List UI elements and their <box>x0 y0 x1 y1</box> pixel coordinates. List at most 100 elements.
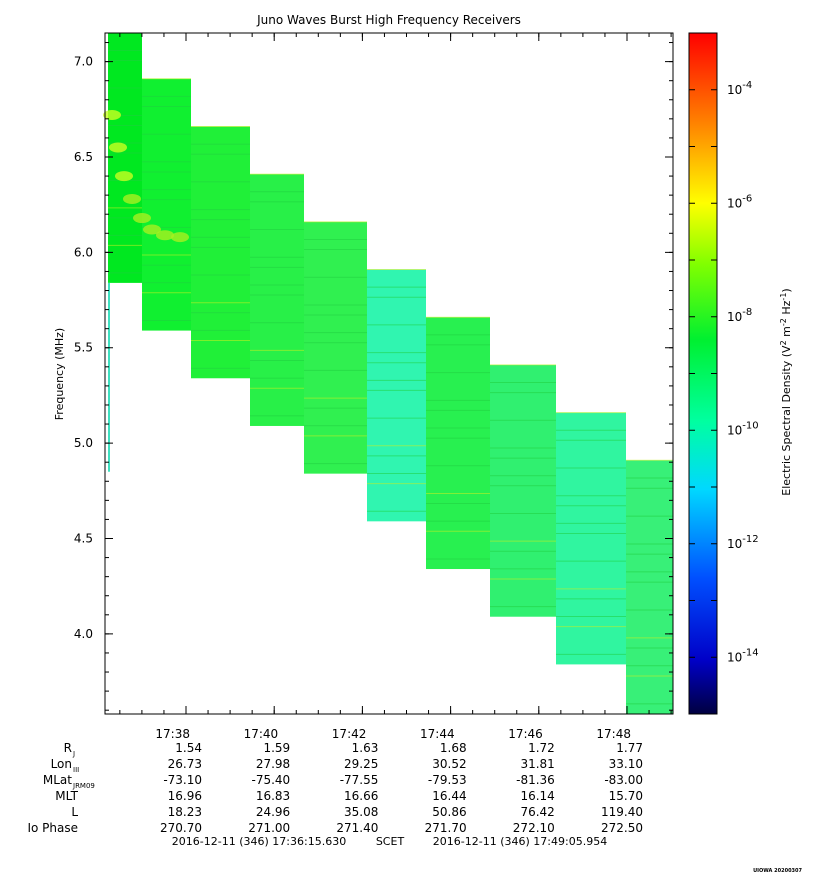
spectrogram-block <box>304 221 367 474</box>
ephemeris-value: 271.00 <box>248 821 290 835</box>
colorbar-tick-label: 10-8 <box>727 307 752 324</box>
ephemeris-value: -75.40 <box>252 773 291 787</box>
y-tick-label: 6.5 <box>74 150 93 164</box>
ephemeris-row-label: MLT <box>55 789 78 803</box>
y-tick-label: 4.0 <box>74 627 93 641</box>
ephemeris-value: 50.86 <box>432 805 466 819</box>
ephemeris-value: 271.40 <box>336 821 378 835</box>
spectrogram-blocks <box>108 32 673 714</box>
emission-spot <box>115 171 133 182</box>
ephemeris-value: 26.73 <box>168 757 202 771</box>
ephemeris-value: 33.10 <box>609 757 643 771</box>
ephemeris-row-subscript: JRM09 <box>72 782 95 790</box>
ephemeris-row-subscript: J <box>72 750 75 758</box>
ephemeris-value: 24.96 <box>256 805 290 819</box>
y-tick-label: 5.0 <box>74 436 93 450</box>
y-axis-label: Frequency (MHz) <box>53 328 66 420</box>
ephemeris-row-label: Io Phase <box>27 821 78 835</box>
ephemeris-row-label: L <box>71 805 78 819</box>
emission-spot <box>133 213 151 224</box>
ephemeris-value: 27.98 <box>256 757 290 771</box>
ephemeris-value: 1.77 <box>616 741 643 755</box>
ephemeris-value: 1.68 <box>440 741 467 755</box>
y-tick-label: 6.0 <box>74 245 93 259</box>
colorbar-tick-label: 10-14 <box>727 647 759 664</box>
y-tick-label: 4.5 <box>74 532 93 546</box>
ephemeris-value: 16.96 <box>168 789 202 803</box>
ephemeris-row-label: Lon <box>51 757 72 771</box>
ephemeris-value: -73.10 <box>163 773 202 787</box>
emission-spot <box>123 193 141 204</box>
start-time: 2016-12-11 (346) 17:36:15.630 <box>172 835 346 848</box>
ephemeris-value: -79.53 <box>428 773 467 787</box>
colorbar-tick-label: 10-12 <box>727 534 759 551</box>
plot-frame <box>104 32 674 715</box>
ephemeris-value: 76.42 <box>520 805 554 819</box>
ephemeris-value: 16.44 <box>432 789 466 803</box>
colorbar-label: Electric Spectral Density (V2 m-2 Hz-1) <box>779 288 794 495</box>
chart-title: Juno Waves Burst High Frequency Receiver… <box>256 13 521 27</box>
ephemeris-row-label: MLat <box>43 773 72 787</box>
ephemeris-value: 272.50 <box>601 821 643 835</box>
ephemeris-value: 1.59 <box>263 741 290 755</box>
ephemeris-value: 15.70 <box>609 789 643 803</box>
spectrogram-block <box>367 269 426 522</box>
ephemeris-value: -81.36 <box>516 773 555 787</box>
ephemeris-value: 1.54 <box>175 741 202 755</box>
ephemeris-value: -77.55 <box>340 773 379 787</box>
ephemeris-value: 30.52 <box>432 757 466 771</box>
x-tick-label: 17:48 <box>596 727 631 741</box>
ephemeris-value: -83.00 <box>604 773 643 787</box>
colorbar-ticks: 10-4 10-6 10-8 10-10 10-12 10-14 <box>689 32 759 715</box>
end-time: 2016-12-11 (346) 17:49:05.954 <box>433 835 607 848</box>
colorbar-tick-label: 10-10 <box>727 420 759 437</box>
ephemeris-value: 29.25 <box>344 757 378 771</box>
ephemeris-row-label: R <box>64 741 72 755</box>
y-axis: 4.0 4.5 5.0 5.5 6.0 6.5 7.0 <box>74 42 673 711</box>
spectrogram-sliver <box>108 282 110 472</box>
ephemeris-value: 16.66 <box>344 789 378 803</box>
stamp: UIOWA 20200307 <box>753 868 802 874</box>
ephemeris-value: 18.23 <box>168 805 202 819</box>
spectrogram-block <box>490 364 556 617</box>
ephemeris-value: 31.81 <box>520 757 554 771</box>
x-tick-label: 17:38 <box>155 727 190 741</box>
emission-spot <box>171 232 189 243</box>
x-tick-label: 17:46 <box>508 727 543 741</box>
ephemeris-row-subscript: III <box>73 766 79 774</box>
ephemeris-value: 270.70 <box>160 821 202 835</box>
colorbar: 10-4 10-6 10-8 10-10 10-12 10-14 Electric Spe… <box>688 32 794 715</box>
y-tick-label: 5.5 <box>74 341 93 355</box>
ephemeris-value: 16.14 <box>520 789 554 803</box>
emission-spot <box>109 142 127 153</box>
spectrogram-plot: 4.04.55.05.56.06.57.0 17:38 17:40 17:42 17:… <box>74 32 674 741</box>
ephemeris-value: 119.40 <box>601 805 643 819</box>
scet-label: SCET <box>376 835 405 848</box>
x-axis: 17:38 17:40 17:42 17:44 17:46 17:48 <box>119 33 672 741</box>
emission-spot <box>143 224 161 235</box>
ephemeris-value: 1.72 <box>528 741 555 755</box>
spectrogram-block <box>142 78 191 331</box>
emission-spot <box>156 230 174 241</box>
ephemeris-table: R J 1.54 1.59 1.63 1.68 1.72 1.77 Lon III 26.73 27.… <box>27 741 643 835</box>
ephemeris-value: 271.70 <box>425 821 467 835</box>
x-tick-label: 17:44 <box>420 727 455 741</box>
ephemeris-value: 1.63 <box>352 741 379 755</box>
x-tick-label: 17:40 <box>244 727 279 741</box>
ephemeris-value: 35.08 <box>344 805 378 819</box>
spectrogram-block <box>426 317 490 570</box>
colorbar-tick-label: 10-6 <box>727 193 752 210</box>
ephemeris-value: 16.83 <box>256 789 290 803</box>
x-tick-label: 17:42 <box>332 727 367 741</box>
spectrogram-block <box>108 33 142 283</box>
y-tick-label: 7.0 <box>74 55 93 69</box>
ephemeris-value: 272.10 <box>513 821 555 835</box>
spectrogram-block <box>556 412 626 665</box>
emission-spot <box>103 110 121 121</box>
spectrogram-block <box>250 174 304 426</box>
spectrogram-block <box>191 126 250 379</box>
emission-feature <box>103 110 189 243</box>
colorbar-tick-label: 10-4 <box>727 80 752 97</box>
spectrogram-block <box>626 460 673 714</box>
